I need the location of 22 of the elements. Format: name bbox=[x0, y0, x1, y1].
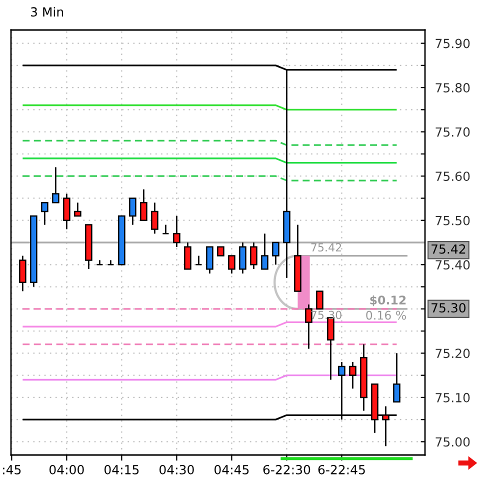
annotation: $0.12 bbox=[370, 295, 406, 306]
x-tick-label: 6-22:30 bbox=[263, 464, 310, 474]
y-tick-label: 75.10 bbox=[436, 392, 470, 402]
x-tick-label: 6-22:45 bbox=[318, 464, 365, 474]
y-tick-label: 75.40 bbox=[436, 260, 470, 270]
x-tick-label: 04:15 bbox=[104, 464, 139, 474]
x-tick-label: :45 bbox=[3, 465, 21, 474]
ref-line-label: 75.42 bbox=[432, 244, 466, 254]
y-tick-label: 75.00 bbox=[436, 437, 470, 447]
y-tick-label: 75.90 bbox=[436, 38, 470, 48]
y-tick-label: 75.20 bbox=[436, 348, 470, 358]
y-tick-label: 75.80 bbox=[436, 83, 470, 92]
y-tick-label: 75.50 bbox=[436, 216, 470, 226]
chart-title: 3 Min bbox=[30, 6, 64, 17]
annotation: 75.42 bbox=[311, 243, 342, 252]
y-tick-label: 75.60 bbox=[436, 172, 470, 182]
y-tick-label: 75.70 bbox=[436, 127, 470, 137]
x-tick-label: 04:30 bbox=[160, 464, 194, 474]
x-tick-label: 04:00 bbox=[49, 464, 84, 474]
ref-line-label: 75.30 bbox=[432, 303, 466, 313]
annotation: 0.16 % bbox=[366, 310, 406, 320]
x-tick-label: 04:45 bbox=[214, 464, 249, 474]
